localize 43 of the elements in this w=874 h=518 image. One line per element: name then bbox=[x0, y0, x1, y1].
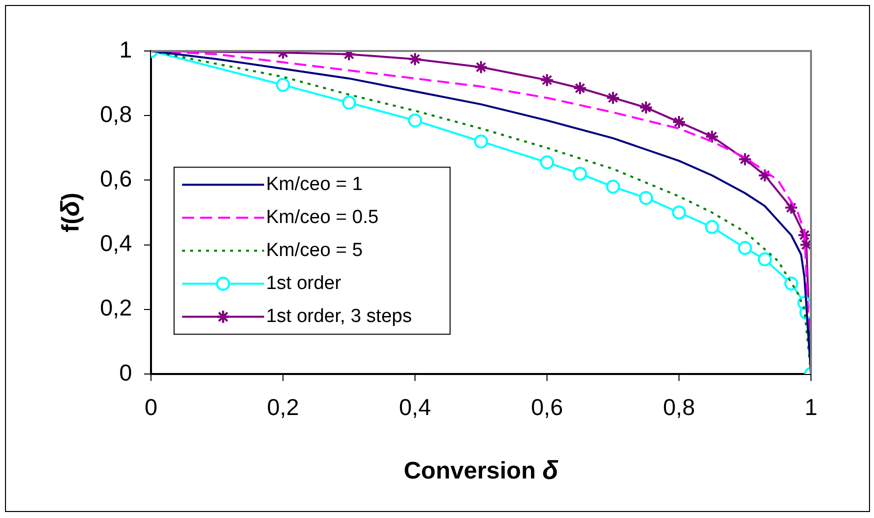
point bbox=[784, 200, 798, 215]
point bbox=[672, 115, 686, 130]
y-tick-label: 1 bbox=[119, 36, 132, 62]
legend-label: 1st order bbox=[266, 273, 342, 294]
y-tick-label: 0,4 bbox=[100, 230, 132, 256]
point bbox=[758, 252, 772, 266]
x-tick-label: 0,4 bbox=[399, 394, 432, 420]
point bbox=[408, 52, 422, 66]
point bbox=[758, 168, 772, 182]
x-tick-label: 1 bbox=[804, 394, 818, 420]
point bbox=[705, 130, 719, 144]
point bbox=[474, 134, 488, 148]
legend-label: Km/ceo = 1 bbox=[266, 174, 363, 196]
point bbox=[738, 152, 752, 166]
point bbox=[540, 155, 554, 170]
y-axis-title: f(δ) bbox=[55, 192, 86, 232]
y-tick-label: 0 bbox=[119, 359, 132, 386]
point bbox=[408, 113, 422, 128]
x-tick-label: 0,6 bbox=[531, 394, 563, 420]
y-tick-label: 0,8 bbox=[100, 100, 132, 127]
point bbox=[573, 166, 587, 181]
point bbox=[797, 228, 811, 242]
point bbox=[639, 100, 653, 115]
point bbox=[540, 73, 554, 88]
point bbox=[276, 78, 290, 92]
point bbox=[738, 241, 752, 256]
point bbox=[606, 180, 620, 194]
y-tick-label: 0,2 bbox=[100, 294, 132, 321]
point bbox=[573, 81, 587, 96]
legend-label: Km/ceo = 0.5 bbox=[266, 207, 379, 228]
point bbox=[342, 96, 356, 110]
point bbox=[606, 90, 620, 105]
x-axis-title: Conversion δ bbox=[404, 455, 558, 486]
point bbox=[474, 60, 488, 74]
legend-label: 1st order, 3 steps bbox=[266, 306, 412, 328]
point bbox=[705, 220, 719, 234]
point bbox=[639, 190, 653, 205]
x-tick-label: 0,8 bbox=[663, 394, 695, 420]
legend-label: Km/ceo = 5 bbox=[266, 240, 363, 262]
x-tick-label: 0,2 bbox=[267, 394, 299, 420]
point bbox=[672, 206, 686, 220]
y-tick-label: 0,6 bbox=[100, 166, 132, 192]
x-tick-label: 0 bbox=[144, 394, 158, 420]
